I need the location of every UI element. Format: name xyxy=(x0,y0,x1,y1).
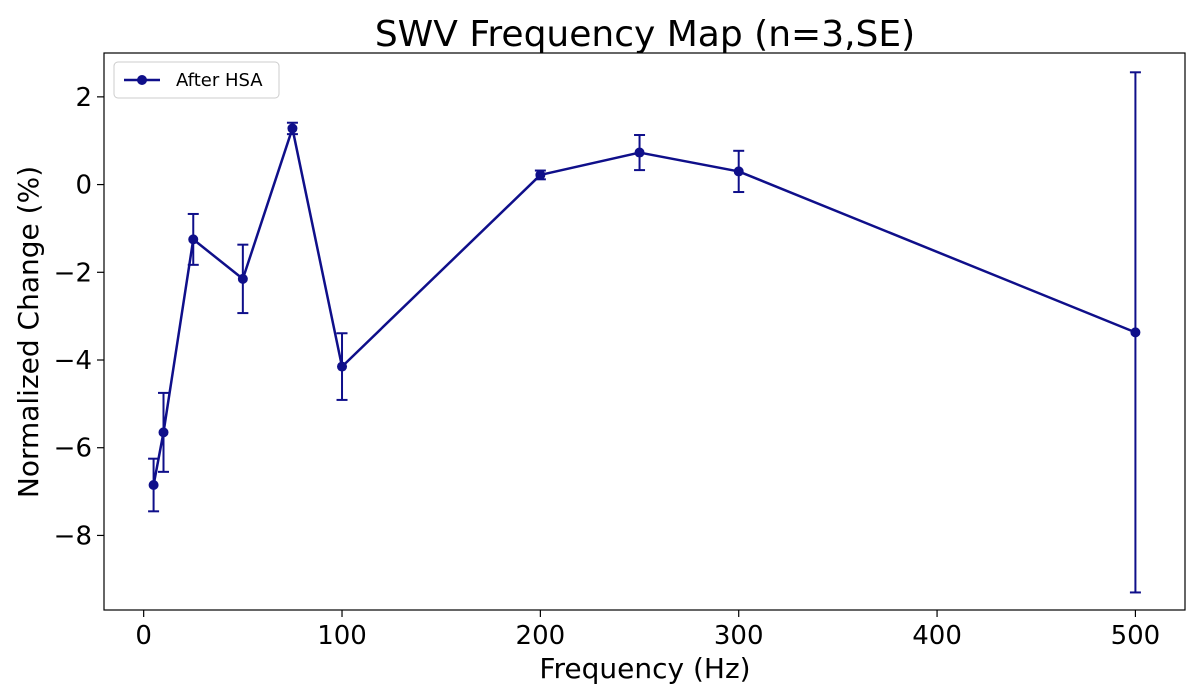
series-layer xyxy=(148,71,1141,594)
data-point xyxy=(158,427,169,438)
x-tick-label: 300 xyxy=(714,621,764,651)
x-tick-label: 100 xyxy=(317,621,367,651)
x-tick-label: 0 xyxy=(135,621,152,651)
y-tick-label: 2 xyxy=(75,83,92,113)
series-line xyxy=(152,127,1136,486)
data-point xyxy=(535,169,546,180)
data-point xyxy=(148,480,159,491)
data-point xyxy=(1130,327,1141,338)
y-tick-label: −6 xyxy=(54,434,92,464)
x-tick-label: 400 xyxy=(912,621,962,651)
data-point xyxy=(287,123,298,134)
y-tick-label: −2 xyxy=(54,258,92,288)
data-point xyxy=(188,234,199,245)
legend: After HSA xyxy=(113,61,280,99)
x-tick-label: 500 xyxy=(1111,621,1161,651)
x-axis-label: Frequency (Hz) xyxy=(539,652,750,685)
chart-title: SWV Frequency Map (n=3,SE) xyxy=(375,14,915,55)
plot-area xyxy=(103,52,1186,611)
y-axis-label: Normalized Change (%) xyxy=(12,166,45,498)
axis-ticks: 0 100 200 300 400 500 −8 −6 −4 −2 0 2 xyxy=(54,83,1161,651)
legend-entry-label: After HSA xyxy=(176,70,263,91)
data-point xyxy=(337,361,348,372)
y-tick-label: −8 xyxy=(54,521,92,551)
y-tick-label: −4 xyxy=(54,346,92,376)
data-point xyxy=(237,273,248,284)
x-tick-label: 200 xyxy=(516,621,566,651)
y-tick-label: 0 xyxy=(75,171,92,201)
data-point xyxy=(634,147,645,158)
data-point xyxy=(733,166,744,177)
legend-box xyxy=(113,61,280,99)
legend-swatch-marker xyxy=(137,75,147,85)
